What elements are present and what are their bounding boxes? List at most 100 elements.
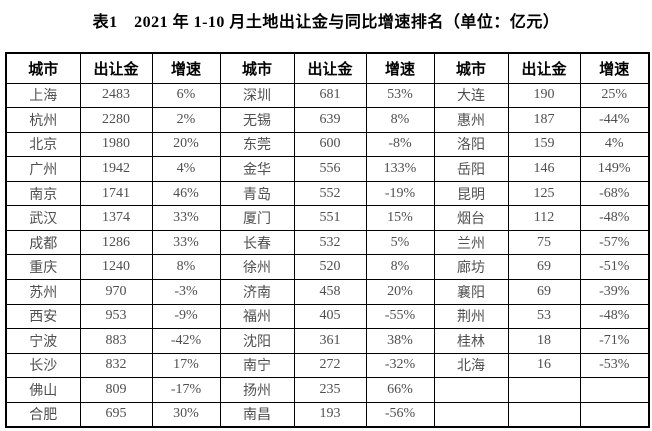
amount-cell: 2483	[79, 82, 153, 109]
amount-cell: 1741	[79, 180, 153, 207]
growth-cell: 33%	[151, 205, 221, 231]
header-cell-0-0: 城市	[5, 52, 81, 84]
growth-cell: 5%	[365, 229, 435, 256]
amount-cell: 681	[293, 82, 367, 109]
city-cell: 烟台	[433, 205, 509, 231]
table-row: 长沙 832 17% 南宁 272 -32% 北海 16 -53%	[5, 352, 650, 379]
header-cell-2-1: 出让金	[507, 52, 581, 84]
header-cell-1-2: 增速	[365, 52, 435, 84]
growth-cell: 15%	[365, 205, 435, 231]
amount-cell: 125	[507, 180, 581, 207]
city-cell: 成都	[5, 229, 81, 256]
table-body: 上海 2483 6% 深圳 681 53% 大连 190 25% 杭州 2280 2% 无锡 639 8% 惠…	[5, 82, 650, 428]
growth-cell: 133%	[365, 156, 435, 182]
city-cell: 大连	[433, 82, 509, 109]
city-cell: 西安	[5, 303, 81, 330]
amount-cell	[507, 377, 581, 403]
header-row: 城市 出让金 增速 城市 出让金 增速 城市 出让金 增速	[5, 52, 650, 84]
amount-cell: 187	[507, 107, 581, 133]
city-cell: 金华	[219, 156, 295, 182]
amount-cell: 235	[293, 377, 367, 403]
growth-cell: -3%	[151, 279, 221, 305]
header-cell-0-2: 增速	[151, 52, 221, 84]
amount-cell: 1240	[79, 254, 153, 280]
city-cell: 长春	[219, 229, 295, 256]
city-cell: 广州	[5, 156, 81, 182]
city-cell: 廊坊	[433, 254, 509, 280]
table-row: 上海 2483 6% 深圳 681 53% 大连 190 25%	[5, 82, 650, 109]
header-cell-1-0: 城市	[219, 52, 295, 84]
table-row: 重庆 1240 8% 徐州 520 8% 廊坊 69 -51%	[5, 254, 650, 280]
table-row: 武汉 1374 33% 厦门 551 15% 烟台 112 -48%	[5, 205, 650, 231]
amount-cell: 556	[293, 156, 367, 182]
header-cell-0-1: 出让金	[79, 52, 153, 84]
header-cell-1-1: 出让金	[293, 52, 367, 84]
city-cell: 济南	[219, 279, 295, 305]
city-cell: 苏州	[5, 279, 81, 305]
amount-cell: 1286	[79, 229, 153, 256]
city-cell: 深圳	[219, 82, 295, 109]
growth-cell: 38%	[365, 328, 435, 354]
growth-cell: -9%	[151, 303, 221, 330]
growth-cell: -44%	[579, 107, 650, 133]
city-cell: 荆州	[433, 303, 509, 330]
city-cell: 惠州	[433, 107, 509, 133]
amount-cell: 520	[293, 254, 367, 280]
amount-cell	[507, 401, 581, 428]
city-cell: 兰州	[433, 229, 509, 256]
amount-cell: 146	[507, 156, 581, 182]
city-cell: 沈阳	[219, 328, 295, 354]
table-row: 成都 1286 33% 长春 532 5% 兰州 75 -57%	[5, 229, 650, 256]
amount-cell: 53	[507, 303, 581, 330]
growth-cell: 17%	[151, 352, 221, 379]
growth-cell: 33%	[151, 229, 221, 256]
growth-cell: 20%	[365, 279, 435, 305]
growth-cell: 4%	[579, 131, 650, 158]
amount-cell: 18	[507, 328, 581, 354]
growth-cell: -48%	[579, 303, 650, 330]
growth-cell: -51%	[579, 254, 650, 280]
city-cell: 北京	[5, 131, 81, 158]
growth-cell: -17%	[151, 377, 221, 403]
growth-cell: -8%	[365, 131, 435, 158]
table-row: 合肥 695 30% 南昌 193 -56%	[5, 401, 650, 428]
growth-cell: -48%	[579, 205, 650, 231]
growth-cell: -55%	[365, 303, 435, 330]
table-row: 杭州 2280 2% 无锡 639 8% 惠州 187 -44%	[5, 107, 650, 133]
city-cell: 武汉	[5, 205, 81, 231]
city-cell: 岳阳	[433, 156, 509, 182]
growth-cell: -42%	[151, 328, 221, 354]
table-row: 苏州 970 -3% 济南 458 20% 襄阳 69 -39%	[5, 279, 650, 305]
city-cell: 重庆	[5, 254, 81, 280]
city-cell: 佛山	[5, 377, 81, 403]
growth-cell: 25%	[579, 82, 650, 109]
city-cell: 合肥	[5, 401, 81, 428]
amount-cell: 159	[507, 131, 581, 158]
amount-cell: 970	[79, 279, 153, 305]
table-row: 佛山 809 -17% 扬州 235 66%	[5, 377, 650, 403]
city-cell: 宁波	[5, 328, 81, 354]
city-cell: 南昌	[219, 401, 295, 428]
amount-cell: 361	[293, 328, 367, 354]
growth-cell: 4%	[151, 156, 221, 182]
city-cell: 南宁	[219, 352, 295, 379]
amount-cell: 112	[507, 205, 581, 231]
amount-cell: 405	[293, 303, 367, 330]
city-cell: 厦门	[219, 205, 295, 231]
city-cell: 洛阳	[433, 131, 509, 158]
growth-cell: -53%	[579, 352, 650, 379]
header-cell-2-0: 城市	[433, 52, 509, 84]
amount-cell: 600	[293, 131, 367, 158]
city-cell: 南京	[5, 180, 81, 207]
amount-cell: 69	[507, 254, 581, 280]
table-row: 南京 1741 46% 青岛 552 -19% 昆明 125 -68%	[5, 180, 650, 207]
table-row: 北京 1980 20% 东莞 600 -8% 洛阳 159 4%	[5, 131, 650, 158]
amount-cell: 953	[79, 303, 153, 330]
city-cell: 扬州	[219, 377, 295, 403]
growth-cell: -57%	[579, 229, 650, 256]
page-title: 表1 2021 年 1-10 月土地出让金与同比增速排名（单位：亿元）	[92, 14, 560, 31]
growth-cell: -56%	[365, 401, 435, 428]
amount-cell: 695	[79, 401, 153, 428]
city-cell: 襄阳	[433, 279, 509, 305]
